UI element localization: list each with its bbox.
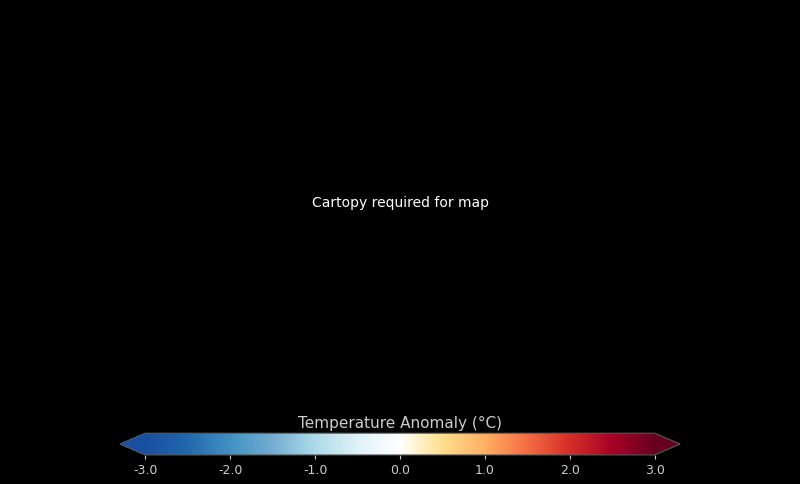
- PathPatch shape: [654, 433, 680, 455]
- Text: Cartopy required for map: Cartopy required for map: [311, 197, 489, 210]
- Title: Temperature Anomaly (°C): Temperature Anomaly (°C): [298, 416, 502, 431]
- PathPatch shape: [120, 433, 146, 455]
